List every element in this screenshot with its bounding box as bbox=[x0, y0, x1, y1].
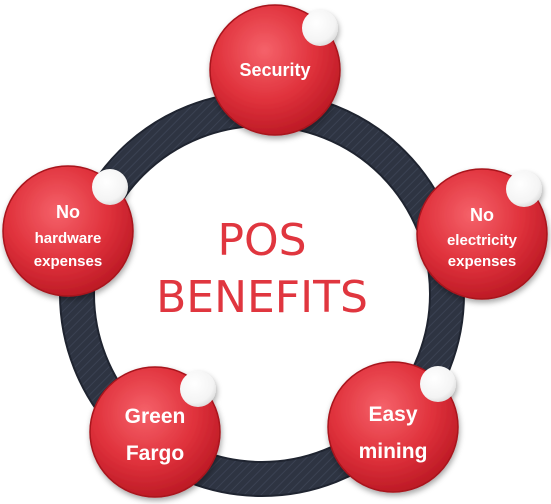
node-green-fargo-highlight-bubble bbox=[180, 371, 216, 407]
node-easy-mining-label-1: Easy bbox=[368, 403, 417, 426]
node-no-hardware-label-3: expenses bbox=[34, 253, 102, 270]
node-easy-mining bbox=[327, 361, 459, 493]
node-no-hardware-expenses bbox=[2, 165, 134, 297]
node-no-hardware-label-2: hardware bbox=[35, 230, 102, 247]
node-no-electricity-label-2: electricity bbox=[447, 232, 518, 249]
node-no-electricity-label-3: expenses bbox=[448, 253, 516, 270]
node-green-fargo bbox=[89, 366, 221, 498]
node-no-hardware-highlight-bubble bbox=[92, 169, 128, 205]
center-title-line-2: BENEFITS bbox=[156, 272, 368, 323]
node-easy-mining-label-2: mining bbox=[359, 440, 428, 463]
node-green-fargo-label-1: Green bbox=[125, 405, 186, 428]
node-no-hardware-label-1: No bbox=[56, 202, 80, 222]
node-easy-mining-highlight-bubble bbox=[420, 366, 456, 402]
node-security-highlight-bubble bbox=[302, 10, 338, 46]
node-no-electricity-label-1: No bbox=[470, 205, 494, 225]
node-no-electricity-expenses bbox=[416, 168, 548, 300]
node-security bbox=[209, 4, 341, 136]
node-no-electricity-highlight-bubble bbox=[506, 171, 542, 207]
center-title-line-1: POS bbox=[217, 215, 306, 266]
node-security-label-1: Security bbox=[239, 60, 310, 80]
node-green-fargo-label-2: Fargo bbox=[126, 442, 184, 465]
